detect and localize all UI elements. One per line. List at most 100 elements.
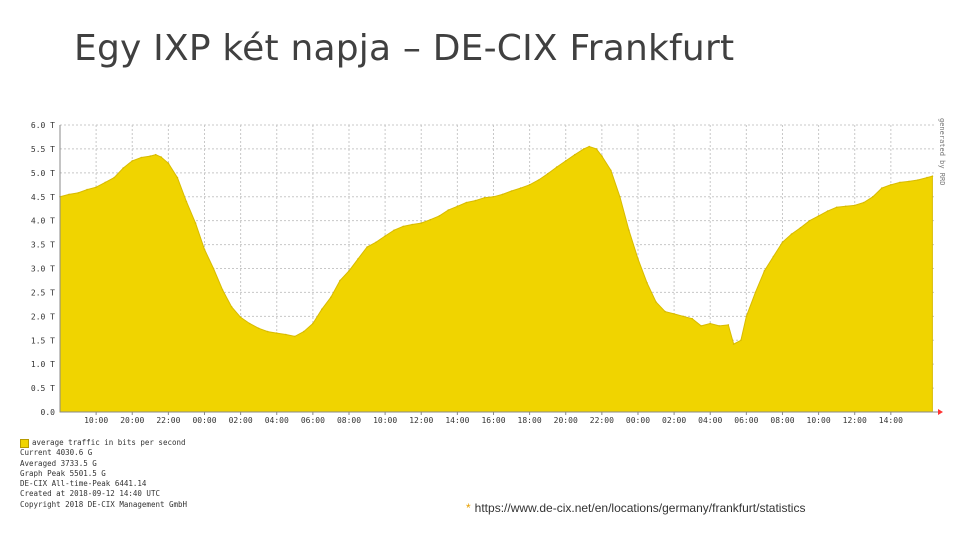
traffic-point [655, 301, 657, 303]
y-tick-label: 4.0 T [31, 217, 55, 226]
traffic-point [691, 317, 693, 320]
traffic-point [601, 155, 603, 157]
legend-created-at: Created at 2018-09-12 14:40 UTC [20, 489, 160, 499]
traffic-point [456, 205, 459, 208]
traffic-point [140, 156, 143, 159]
x-tick-label: 22:00 [590, 416, 614, 425]
traffic-point [492, 196, 495, 198]
traffic-point [546, 173, 549, 175]
traffic-point [872, 196, 874, 198]
traffic-point [754, 291, 757, 294]
legend-swatch [20, 438, 29, 448]
legend-copyright: Copyright 2018 DE-CIX Management GmbH [20, 499, 188, 509]
x-tick-label: 08:00 [337, 416, 361, 425]
legend-series-label: average traffic in bits per second [32, 438, 186, 447]
traffic-point [931, 175, 934, 177]
traffic-point [799, 227, 802, 229]
traffic-point [77, 192, 79, 194]
traffic-point [212, 267, 215, 270]
traffic-point [510, 190, 513, 192]
traffic-point [375, 241, 377, 243]
traffic-point [68, 193, 70, 196]
rrd-watermark: generated by RRD [938, 118, 946, 185]
chart-legend: average traffic in bits per second Curre… [20, 438, 187, 510]
y-tick-label: 0.0 [41, 408, 56, 417]
x-tick-label: 10:00 [807, 416, 831, 425]
y-tick-label: 5.0 T [31, 169, 55, 178]
x-tick-label: 10:00 [84, 416, 108, 425]
traffic-point [393, 229, 395, 231]
traffic-point [595, 148, 598, 150]
traffic-point [312, 322, 314, 325]
traffic-point [863, 201, 865, 204]
traffic-point [113, 176, 115, 179]
y-tick-label: 2.0 T [31, 312, 55, 321]
traffic-point [185, 200, 188, 203]
legend-row-series: average traffic in bits per second [20, 438, 187, 448]
traffic-point [384, 235, 386, 237]
traffic-point [420, 222, 423, 224]
slide-title: Egy IXP két napja – DE-CIX Frankfurt [74, 28, 735, 69]
traffic-point [131, 160, 133, 162]
x-tick-label: 08:00 [770, 416, 794, 425]
traffic-point [732, 343, 735, 345]
traffic-point [285, 333, 287, 336]
traffic-point [203, 248, 206, 251]
traffic-point [890, 184, 892, 186]
traffic-point [646, 282, 648, 284]
traffic-point [917, 179, 919, 181]
x-tick-label: 04:00 [265, 416, 289, 425]
traffic-point [709, 322, 711, 325]
traffic-point [303, 330, 305, 333]
x-tick-label: 06:00 [301, 416, 325, 425]
y-tick-label: 3.5 T [31, 241, 55, 250]
traffic-point [619, 196, 621, 198]
x-tick-label: 18:00 [518, 416, 542, 425]
legend-current: Current 4030.6 G [20, 448, 93, 458]
x-tick-label: 12:00 [843, 416, 867, 425]
traffic-point [294, 335, 296, 338]
traffic-point [826, 210, 829, 212]
traffic-chart: 0.0 0.5 T 1.0 T 1.5 T 2.0 T 2.5 T 3.0 T 3.5 T 4.… [0, 112, 960, 442]
traffic-point [501, 193, 504, 196]
traffic-point [239, 316, 242, 319]
x-tick-label: 14:00 [445, 416, 469, 425]
traffic-point [357, 258, 359, 260]
traffic-point [700, 325, 702, 327]
source-url[interactable]: https://www.de-cix.net/en/locations/germ… [474, 501, 806, 515]
traffic-point [537, 179, 540, 181]
traffic-point [447, 209, 450, 211]
traffic-point [781, 241, 784, 243]
x-tick-label: 16:00 [481, 416, 505, 425]
traffic-point [194, 222, 197, 224]
traffic-point [881, 187, 883, 189]
traffic-point [221, 289, 224, 291]
x-tick-label: 04:00 [698, 416, 722, 425]
traffic-point [474, 199, 477, 202]
traffic-point [104, 181, 106, 184]
y-tick-label: 1.0 T [31, 360, 55, 369]
x-tick-label: 06:00 [734, 416, 758, 425]
x-tick-label: 02:00 [662, 416, 686, 425]
traffic-point [628, 229, 630, 231]
traffic-point [167, 162, 170, 165]
x-tick-label: 22:00 [156, 416, 180, 425]
traffic-point [718, 325, 721, 327]
traffic-point [637, 258, 639, 260]
traffic-point [257, 327, 260, 330]
traffic-point [835, 206, 838, 209]
x-tick-label: 00:00 [626, 416, 650, 425]
x-tick-label: 20:00 [120, 416, 144, 425]
legend-averaged: Averaged 3733.5 G [20, 458, 97, 468]
traffic-point [664, 310, 666, 313]
traffic-point [564, 160, 567, 162]
source-star: * [466, 501, 471, 515]
traffic-point [330, 296, 332, 298]
traffic-point [122, 167, 124, 169]
x-tick-label: 12:00 [409, 416, 433, 425]
traffic-point [411, 223, 414, 226]
traffic-point [176, 176, 179, 179]
traffic-point [673, 313, 675, 315]
traffic-point [853, 204, 856, 207]
x-tick-label: 02:00 [229, 416, 253, 425]
